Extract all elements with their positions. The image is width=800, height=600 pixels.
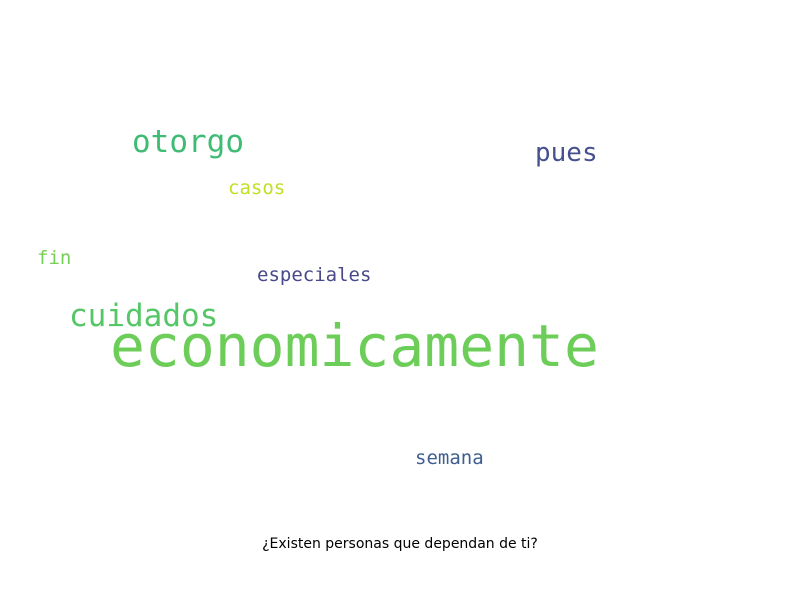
word-otorgo: otorgo xyxy=(132,124,244,160)
word-semana: semana xyxy=(415,447,484,469)
caption: ¿Existen personas que dependan de ti? xyxy=(262,536,538,552)
word-casos: casos xyxy=(228,177,286,199)
word-cuidados: cuidados xyxy=(69,298,219,334)
word-especiales: especiales xyxy=(257,264,372,286)
word-fin: fin xyxy=(37,247,72,269)
word-pues: pues xyxy=(535,138,598,168)
word-economicamente: economicamente xyxy=(110,312,599,380)
